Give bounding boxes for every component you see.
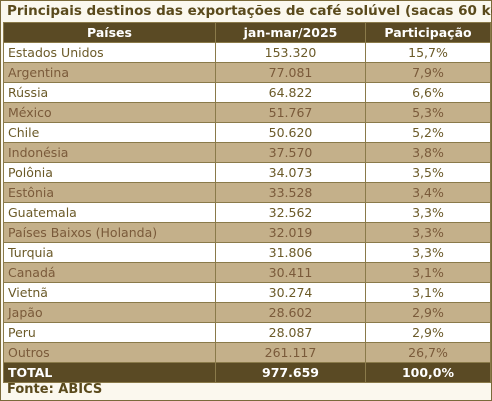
header-row: Países jan-mar/2025 Participação — [3, 22, 491, 43]
column-header-period: jan-mar/2025 — [215, 22, 366, 43]
value-cell: 153.320 — [215, 42, 366, 63]
share-cell: 3,5% — [365, 162, 491, 183]
column-header-countries: Países — [3, 22, 216, 43]
country-cell: Argentina — [3, 62, 216, 83]
value-cell: 32.019 — [215, 222, 366, 243]
share-cell: 3,3% — [365, 202, 491, 223]
value-cell: 31.806 — [215, 242, 366, 263]
share-cell: 3,1% — [365, 262, 491, 283]
value-cell: 32.562 — [215, 202, 366, 223]
table-row: Chile 50.620 5,2% — [3, 122, 491, 143]
value-cell: 37.570 — [215, 142, 366, 163]
table-row: Países Baixos (Holanda) 32.019 3,3% — [3, 222, 491, 243]
value-cell: 28.087 — [215, 322, 366, 343]
share-cell: 3,1% — [365, 282, 491, 303]
value-cell: 28.602 — [215, 302, 366, 323]
country-cell: Estados Unidos — [3, 42, 216, 63]
table-row: Peru 28.087 2,9% — [3, 322, 491, 343]
table-row: Argentina 77.081 7,9% — [3, 62, 491, 83]
source-note: Fonte: ABICS — [7, 382, 103, 397]
share-cell: 2,9% — [365, 322, 491, 343]
table-row: Guatemala 32.562 3,3% — [3, 202, 491, 223]
country-cell: Estônia — [3, 182, 216, 203]
value-cell: 30.411 — [215, 262, 366, 283]
total-value: 977.659 — [215, 362, 366, 383]
share-cell: 3,3% — [365, 222, 491, 243]
table-title: Principais destinos das exportações de c… — [7, 3, 492, 19]
table-row: Turquia 31.806 3,3% — [3, 242, 491, 263]
country-cell: Peru — [3, 322, 216, 343]
value-cell: 64.822 — [215, 82, 366, 103]
share-cell: 15,7% — [365, 42, 491, 63]
table-row: México 51.767 5,3% — [3, 102, 491, 123]
total-row: TOTAL 977.659 100,0% — [3, 362, 491, 383]
country-cell: Países Baixos (Holanda) — [3, 222, 216, 243]
share-cell: 2,9% — [365, 302, 491, 323]
country-cell: Polônia — [3, 162, 216, 183]
share-cell: 3,8% — [365, 142, 491, 163]
share-cell: 7,9% — [365, 62, 491, 83]
share-cell: 3,4% — [365, 182, 491, 203]
country-cell: Vietnã — [3, 282, 216, 303]
column-header-share: Participação — [365, 22, 491, 43]
value-cell: 77.081 — [215, 62, 366, 83]
total-share: 100,0% — [365, 362, 491, 383]
value-cell: 51.767 — [215, 102, 366, 123]
table-row: Polônia 34.073 3,5% — [3, 162, 491, 183]
table-row: Rússia 64.822 6,6% — [3, 82, 491, 103]
exports-table: Países jan-mar/2025 Participação Estados… — [3, 22, 491, 383]
value-cell: 30.274 — [215, 282, 366, 303]
country-cell: México — [3, 102, 216, 123]
table-row: Japão 28.602 2,9% — [3, 302, 491, 323]
table-row: Indonésia 37.570 3,8% — [3, 142, 491, 163]
country-cell: Guatemala — [3, 202, 216, 223]
value-cell: 34.073 — [215, 162, 366, 183]
share-cell: 6,6% — [365, 82, 491, 103]
share-cell: 5,3% — [365, 102, 491, 123]
value-cell: 261.117 — [215, 342, 366, 363]
table-row: Outros 261.117 26,7% — [3, 342, 491, 363]
country-cell: Indonésia — [3, 142, 216, 163]
share-cell: 26,7% — [365, 342, 491, 363]
country-cell: Turquia — [3, 242, 216, 263]
share-cell: 5,2% — [365, 122, 491, 143]
table-row: Estônia 33.528 3,4% — [3, 182, 491, 203]
table-row: Estados Unidos 153.320 15,7% — [3, 42, 491, 63]
country-cell: Rússia — [3, 82, 216, 103]
country-cell: Chile — [3, 122, 216, 143]
share-cell: 3,3% — [365, 242, 491, 263]
country-cell: Japão — [3, 302, 216, 323]
value-cell: 33.528 — [215, 182, 366, 203]
value-cell: 50.620 — [215, 122, 366, 143]
country-cell: Canadá — [3, 262, 216, 283]
country-cell: Outros — [3, 342, 216, 363]
table-row: Vietnã 30.274 3,1% — [3, 282, 491, 303]
total-label: TOTAL — [3, 362, 216, 383]
table-row: Canadá 30.411 3,1% — [3, 262, 491, 283]
